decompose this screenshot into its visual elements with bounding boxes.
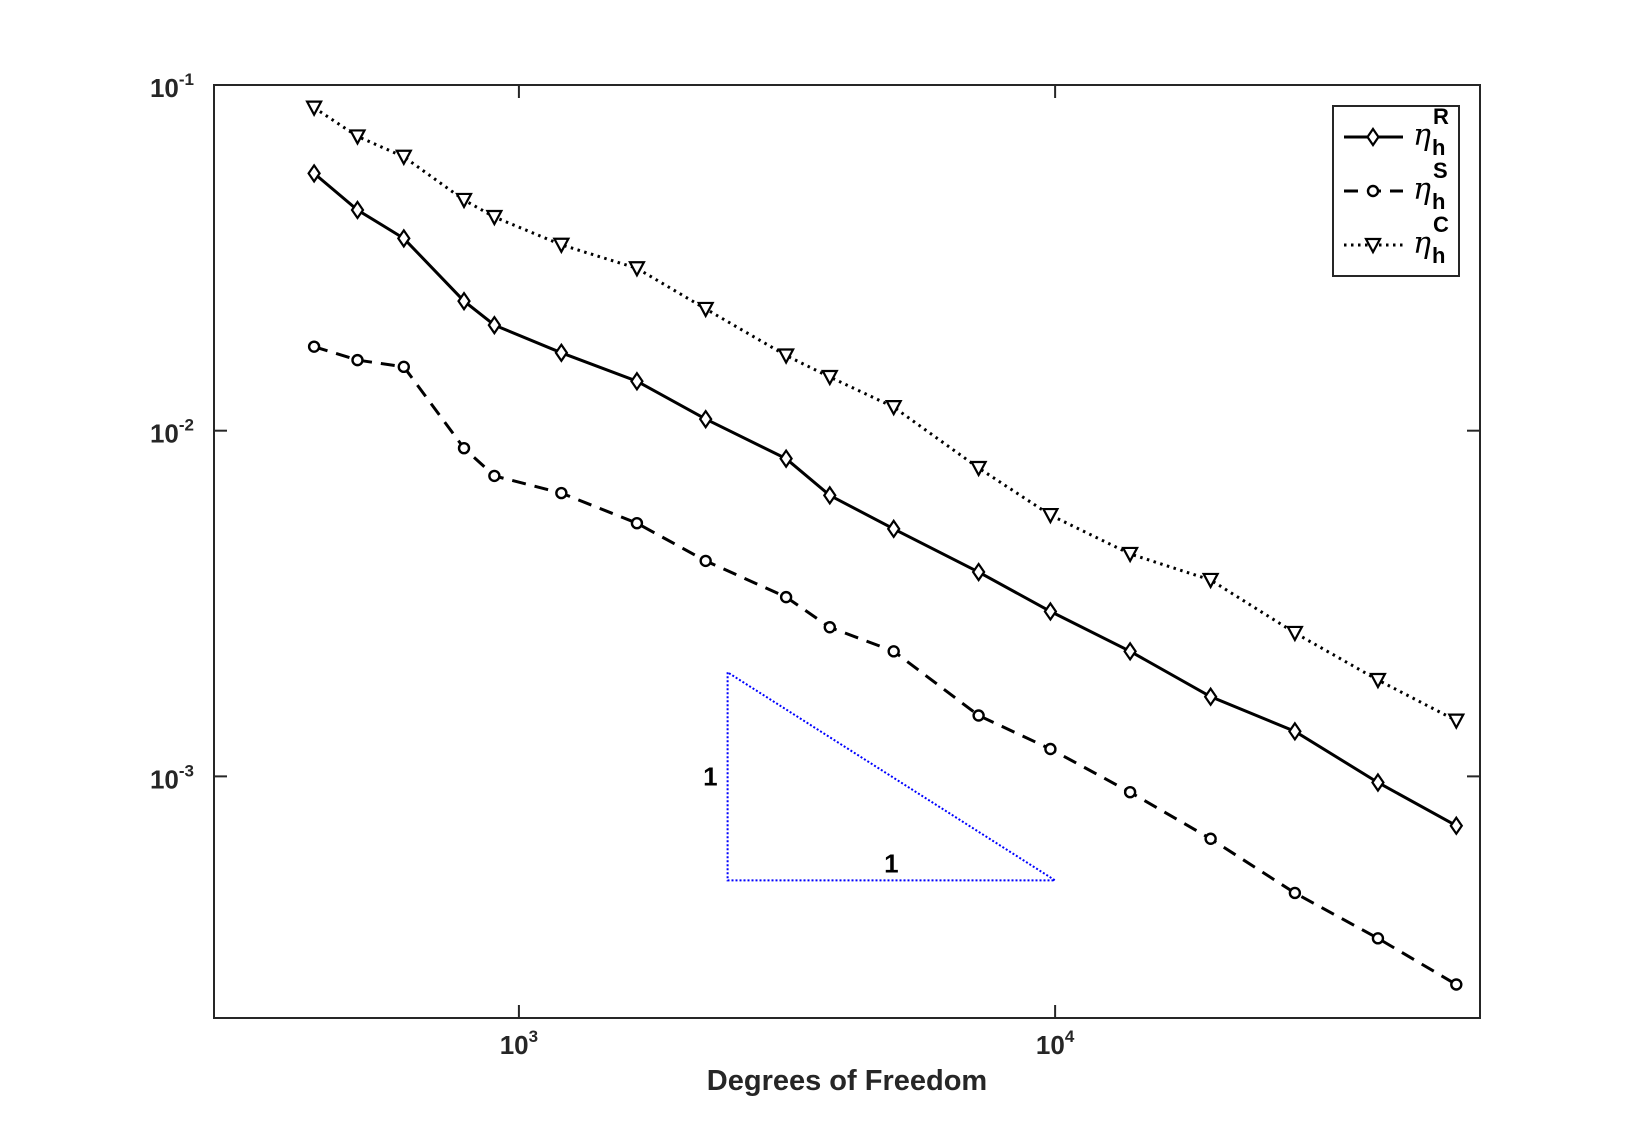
data-point bbox=[555, 486, 568, 500]
data-point bbox=[779, 590, 793, 604]
legend-symbol: η bbox=[1413, 172, 1431, 207]
series-line bbox=[313, 345, 1458, 986]
data-point bbox=[971, 562, 986, 582]
data-point bbox=[630, 516, 644, 530]
data-point bbox=[1288, 886, 1302, 900]
data-point bbox=[1123, 641, 1137, 662]
data-point bbox=[823, 621, 836, 634]
data-point bbox=[455, 192, 473, 210]
data-point bbox=[630, 371, 644, 392]
data-point bbox=[886, 518, 901, 539]
data-point bbox=[487, 315, 502, 336]
series-line bbox=[313, 106, 1457, 722]
axis-ticks: 103 104 10-1 10-2 10-3 bbox=[150, 70, 1480, 1060]
data-point bbox=[348, 129, 367, 146]
legend-superscript: R bbox=[1433, 104, 1449, 129]
x-tick-label: 103 bbox=[500, 1027, 538, 1060]
series-s bbox=[307, 340, 1463, 991]
slope-horizontal-label: 1 bbox=[884, 848, 898, 878]
data-point bbox=[307, 340, 321, 353]
data-point bbox=[1123, 785, 1137, 799]
y-tick-label: 10-1 bbox=[150, 70, 194, 103]
data-point bbox=[351, 353, 364, 367]
data-point bbox=[1450, 978, 1463, 991]
data-point bbox=[779, 448, 793, 469]
data-point bbox=[552, 237, 571, 255]
data-point bbox=[1371, 932, 1385, 945]
data-point bbox=[698, 409, 713, 430]
data-point bbox=[884, 400, 903, 417]
legend-marker bbox=[1364, 237, 1382, 255]
legend-subscript: h bbox=[1432, 243, 1445, 268]
y-tick-label: 10-3 bbox=[150, 761, 194, 794]
data-point bbox=[1369, 672, 1387, 690]
x-axis-title: Degrees of Freedom bbox=[707, 1065, 987, 1097]
legend-item-c: η hC bbox=[1344, 212, 1449, 268]
data-point bbox=[485, 209, 504, 227]
plot-frame bbox=[213, 84, 1481, 1019]
data-point bbox=[396, 228, 411, 249]
slope-triangle-shape bbox=[726, 670, 1059, 882]
series-r bbox=[307, 163, 1464, 836]
data-point bbox=[822, 485, 837, 506]
series-c bbox=[305, 100, 1466, 730]
data-point bbox=[397, 360, 410, 374]
legend-superscript: S bbox=[1433, 158, 1448, 183]
data-point bbox=[887, 645, 900, 658]
data-point bbox=[1121, 546, 1139, 564]
legend-subscript: h bbox=[1432, 189, 1445, 214]
slope-vertical-label: 1 bbox=[703, 761, 717, 791]
series-layer bbox=[305, 100, 1466, 991]
legend-marker bbox=[1366, 127, 1380, 147]
data-point bbox=[699, 554, 712, 568]
legend-item-s: η hS bbox=[1344, 158, 1448, 214]
data-point bbox=[1286, 625, 1304, 643]
data-point bbox=[394, 149, 413, 167]
data-point bbox=[777, 348, 795, 365]
data-point bbox=[457, 291, 471, 312]
legend-superscript: C bbox=[1433, 212, 1449, 237]
data-point bbox=[628, 261, 646, 278]
legend-symbol: η bbox=[1413, 226, 1431, 261]
slope-triangle: 11 bbox=[703, 670, 1059, 882]
legend-marker bbox=[1366, 184, 1380, 198]
y-tick-label: 10-2 bbox=[150, 416, 194, 449]
data-point bbox=[696, 301, 715, 319]
x-tick-label: 104 bbox=[1036, 1027, 1075, 1060]
data-point bbox=[969, 460, 988, 478]
data-point bbox=[972, 709, 985, 722]
data-point bbox=[1371, 772, 1385, 793]
data-point bbox=[1449, 815, 1464, 836]
data-point bbox=[820, 369, 839, 387]
data-point bbox=[488, 469, 501, 483]
data-point bbox=[1043, 601, 1058, 622]
legend-symbol: η bbox=[1413, 118, 1431, 153]
data-point bbox=[305, 100, 323, 117]
legend-item-r: η hR bbox=[1344, 104, 1449, 160]
data-point bbox=[1203, 686, 1218, 707]
data-point bbox=[1044, 742, 1057, 756]
data-point bbox=[554, 342, 569, 363]
data-point bbox=[1288, 721, 1302, 742]
data-point bbox=[350, 200, 365, 220]
data-point bbox=[307, 163, 321, 184]
data-point bbox=[1201, 572, 1220, 590]
data-point bbox=[1447, 713, 1466, 730]
data-point bbox=[457, 441, 471, 455]
series-line bbox=[313, 172, 1458, 828]
data-point bbox=[1041, 507, 1060, 525]
legend-subscript: h bbox=[1432, 135, 1445, 160]
data-point bbox=[1204, 832, 1217, 845]
legend: η hRη hSη hC bbox=[1332, 104, 1460, 277]
